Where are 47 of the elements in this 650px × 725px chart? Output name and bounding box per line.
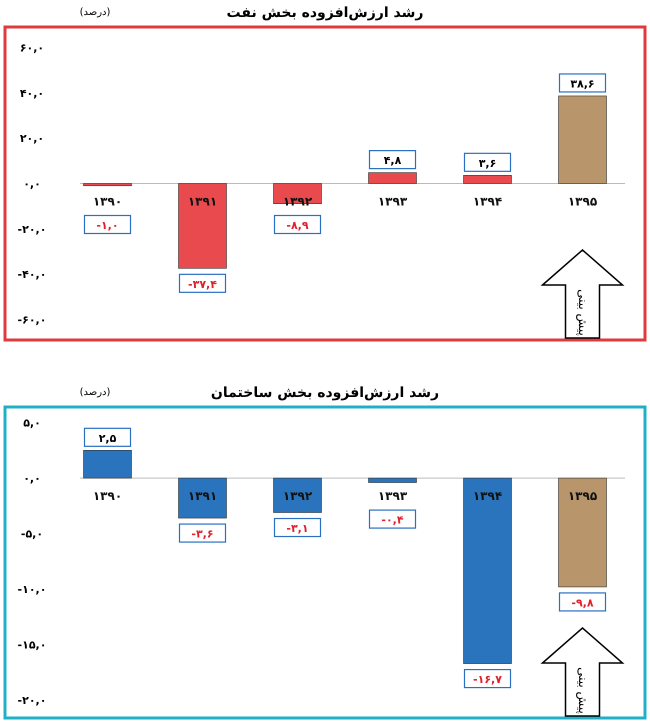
x-tick-label: ۱۳۹۴ [472,194,502,208]
data-label: ۳۸,۶ [570,77,595,90]
bar [558,96,607,184]
bar [368,172,417,184]
data-label: ۳,۶ [478,156,496,170]
chart-title: رشد ارزش‌افزوده بخش ساختمان [210,385,440,401]
x-tick-label: ۱۳۹۵ [568,194,598,208]
y-tick-label: ۰,۰ [23,178,41,190]
data-label: -۹,۸ [571,596,594,610]
data-label: -۳,۶ [191,528,214,541]
data-label: -۸,۹ [286,219,309,232]
y-tick-label: ۶۰,۰ [20,41,44,54]
x-tick-label: ۱۳۹۳ [378,194,408,208]
y-tick-label: ۰,۰ [23,472,41,486]
annotation: پیش بینی [576,289,590,336]
data-label: -۰,۴ [381,514,404,527]
data-label: ۲,۵ [98,432,117,445]
bar [83,183,132,186]
data-label: ۴,۸ [384,154,402,168]
y-tick-label: ۴۰,۰ [20,86,44,100]
y-tick-label: ۵,۰ [23,416,41,430]
y-tick-label: ۲۰,۰ [20,132,44,146]
y-tick-label: -۲۰,۰ [18,222,46,236]
x-tick-label: ۱۳۹۵ [568,489,598,504]
data-label: -۳,۱ [286,522,309,536]
y-axis-title: (درصد) [80,387,111,398]
x-tick-label: ۱۳۹۱ [188,489,218,504]
y-tick-label: -۲۰,۰ [18,694,46,708]
bar [178,183,227,269]
y-tick-label: -۱۰,۰ [18,583,46,596]
y-axis-title: (درصد) [80,7,111,18]
y-tick-label: -۴۰,۰ [18,268,46,282]
data-label: -۱,۰ [96,219,119,232]
x-tick-label: ۱۳۹۰ [92,194,122,208]
chart-title: رشد ارزش‌افزوده بخش نفت [226,5,424,21]
data-label: -۳۷,۴ [188,278,218,291]
x-tick-label: ۱۳۹۴ [472,489,502,504]
data-label: -۱۶,۷ [473,673,502,686]
y-tick-label: -۵,۰ [20,528,44,541]
y-tick-label: -۱۵,۰ [18,638,46,652]
annotation: پیش بینی [576,667,590,714]
x-tick-label: ۱۳۹۲ [282,489,313,504]
x-tick-label: ۱۳۹۳ [378,489,408,504]
bar [463,175,512,184]
x-tick-label: ۱۳۹۱ [188,194,218,208]
x-tick-label: ۱۳۹۰ [92,489,122,504]
y-tick-label: -۶۰,۰ [18,314,46,327]
